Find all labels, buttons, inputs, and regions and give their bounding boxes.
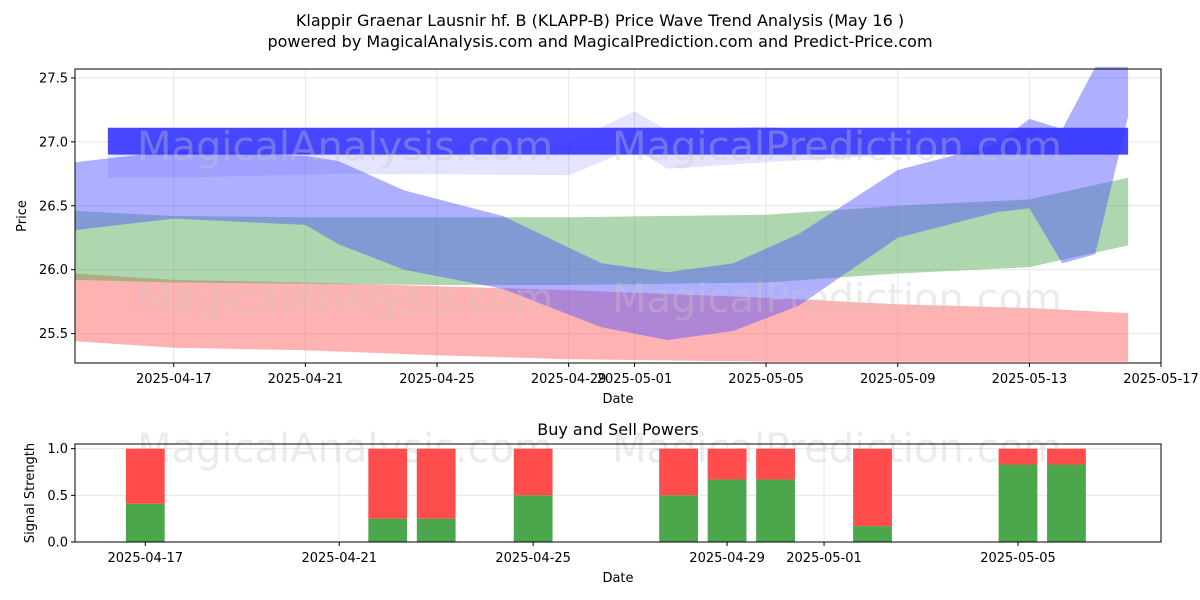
sell-bar [853, 448, 892, 527]
buy-bar [998, 464, 1038, 542]
buy-bar [853, 526, 892, 542]
signal-x-axis: 2025-04-17 2025-04-21 2025-04-25 2025-04-29… [108, 542, 1056, 566]
signal-x-axis-title: Date [602, 571, 633, 586]
signal-y-axis-title: Signal Strength [23, 443, 38, 543]
buy-bar [707, 479, 747, 542]
sell-bar [659, 448, 698, 496]
price-band-3 [75, 67, 1129, 340]
buy-bar [756, 479, 795, 542]
sell-bar [998, 448, 1038, 465]
price-x-axis-title: Date [602, 392, 633, 407]
signal-plot-frame [74, 443, 1162, 543]
price-y-tick-label: 25.5 [39, 327, 68, 342]
buy-bar [513, 495, 553, 542]
chart-subtitle: powered by MagicalAnalysis.com and Magic… [267, 32, 932, 51]
price-x-tick-label: 2025-05-13 [992, 372, 1068, 387]
price-x-axis: 2025-04-17 2025-04-21 2025-04-25 2025-04-29… [136, 363, 1199, 387]
signal-y-axis: 0.0 0.5 1.0 [47, 442, 75, 551]
buy-bar [1047, 464, 1086, 542]
signal-chart-title: Buy and Sell Powers [537, 420, 699, 439]
buy-bar [659, 495, 698, 542]
price-x-tick-label: 2025-04-21 [268, 372, 344, 387]
price-y-tick-label: 26.0 [39, 263, 68, 278]
price-x-tick-label: 2025-05-05 [728, 372, 804, 387]
signal-bars [125, 448, 1086, 542]
price-band-1 [75, 273, 1129, 362]
buy-bar [125, 503, 165, 542]
price-watermarks: MagicalAnalysis.com MagicalPrediction.co… [137, 124, 1062, 322]
watermark-prediction: MagicalPrediction.com [612, 276, 1062, 322]
price-x-tick-label: 2025-04-29 [531, 372, 607, 387]
chart-title: Klappir Graenar Lausnir hf. B (KLAPP-B) … [296, 11, 904, 30]
signal-x-tick-label: 2025-04-25 [495, 551, 571, 566]
price-band-2 [75, 177, 1129, 285]
price-y-tick-label: 27.5 [39, 71, 68, 86]
watermark-analysis: MagicalAnalysis.com [137, 124, 553, 170]
price-x-tick-label: 2025-05-09 [860, 372, 936, 387]
price-bands [75, 67, 1129, 362]
price-band-5 [107, 127, 1129, 155]
sell-bar [416, 448, 456, 519]
signal-x-tick-label: 2025-04-17 [108, 551, 184, 566]
price-x-tick-label: 2025-05-17 [1123, 372, 1199, 387]
price-y-tick-label: 26.5 [39, 199, 68, 214]
watermark-prediction: MagicalPrediction.com [612, 124, 1062, 170]
price-y-axis: 25.5 26.0 26.5 27.0 27.5 [39, 71, 75, 342]
price-x-tick-label: 2025-04-17 [136, 372, 212, 387]
sell-bar [707, 448, 747, 480]
signal-x-tick-label: 2025-04-29 [689, 551, 765, 566]
price-x-tick-label: 2025-04-25 [399, 372, 475, 387]
buy-bar [416, 518, 456, 542]
price-plot-frame [74, 68, 1162, 364]
price-y-axis-title: Price [15, 200, 30, 232]
sell-bar [368, 448, 408, 519]
watermark-analysis: MagicalAnalysis.com [137, 426, 553, 472]
signal-x-tick-label: 2025-04-21 [301, 551, 377, 566]
sell-bar [125, 448, 165, 504]
sell-bar [1047, 448, 1086, 465]
sell-bar [513, 448, 553, 496]
buy-bar [368, 518, 408, 542]
signal-y-tick-label: 1.0 [47, 442, 68, 457]
signal-y-tick-label: 0.5 [47, 489, 68, 504]
signal-y-tick-label: 0.0 [47, 536, 68, 551]
watermark-analysis: MagicalAnalysis.com [137, 276, 553, 322]
price-y-tick-label: 27.0 [39, 135, 68, 150]
sell-bar [756, 448, 795, 480]
signal-x-tick-label: 2025-05-05 [980, 551, 1056, 566]
signal-x-tick-label: 2025-05-01 [786, 551, 862, 566]
price-x-tick-label: 2025-05-01 [597, 372, 673, 387]
